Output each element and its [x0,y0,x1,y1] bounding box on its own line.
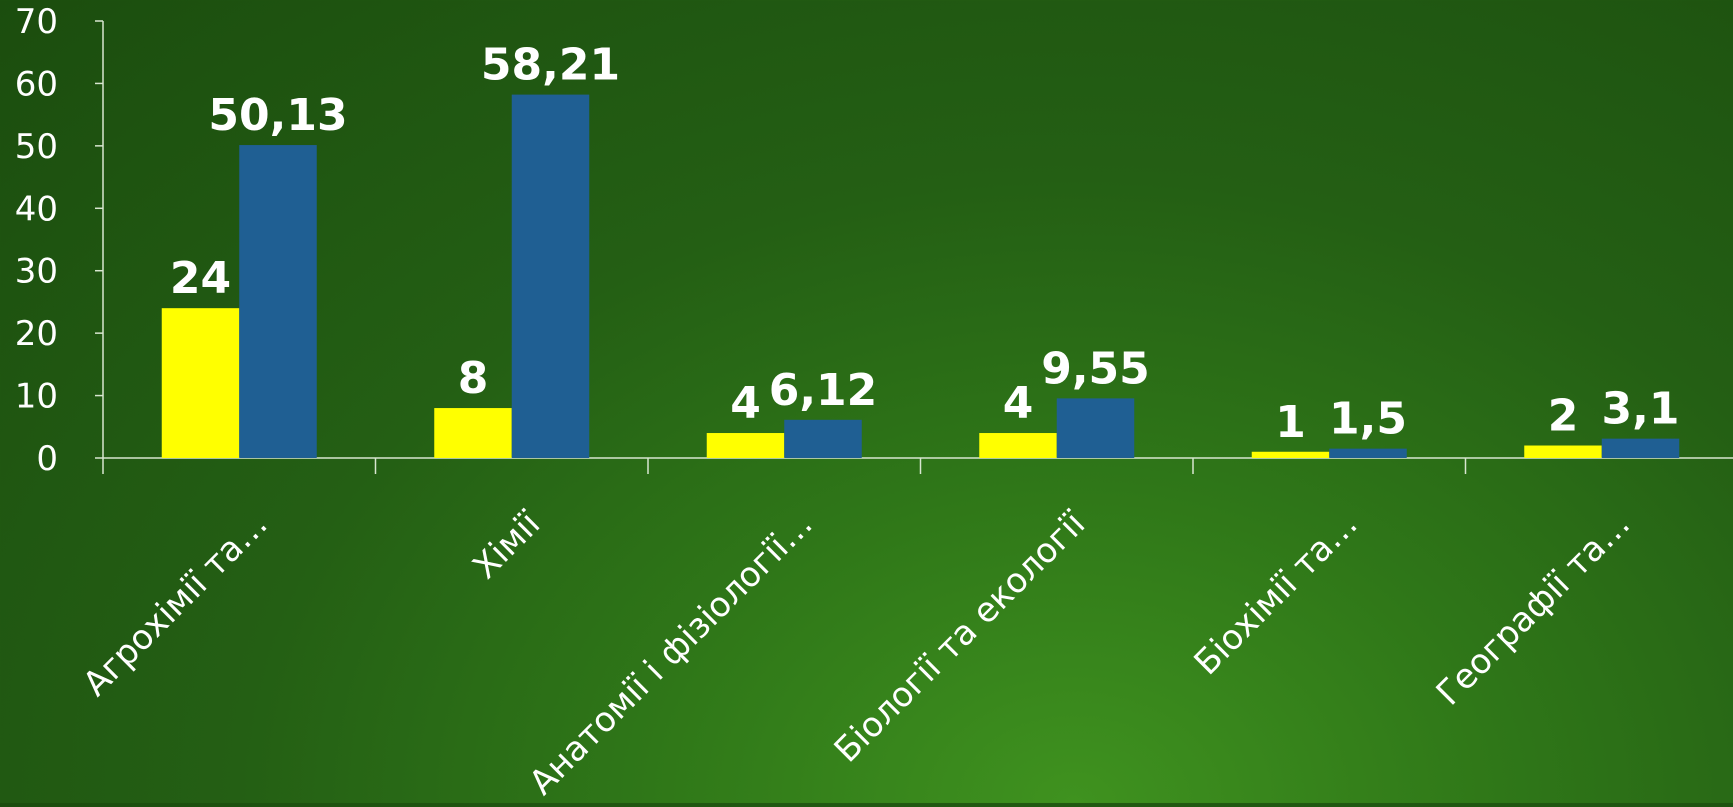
y-tick-label: 50 [15,127,58,167]
bar-series-1 [1524,445,1602,458]
x-category-label: Агрохімії та… [75,504,275,704]
bar-series-1 [1251,451,1330,458]
bar-series-2 [239,145,317,458]
data-label: 8 [458,353,489,404]
x-category-label: Біохімії та… [1187,504,1366,683]
bar-series-2 [511,94,590,459]
y-tick-label: 10 [15,377,58,417]
data-label: 1,5 [1329,394,1407,445]
data-label: 9,55 [1041,343,1150,394]
bar-series-1 [706,433,785,458]
data-label: 6,12 [769,365,878,416]
x-category-label: Анатомії і фізіології… [522,504,821,803]
y-axis: 0 10 20 30 40 50 60 70 [15,2,104,479]
bar-series-1 [434,408,512,458]
bar-series-2 [1601,438,1680,458]
data-label: 58,21 [481,40,620,91]
data-label: 2 [1548,391,1579,442]
y-tick-label: 60 [15,64,58,104]
data-label: 3,1 [1602,384,1680,435]
bars [161,94,1680,459]
data-label: 1 [1275,397,1306,448]
bar-series-2 [1329,448,1407,458]
data-label: 24 [170,253,231,304]
bar-series-1 [161,308,240,458]
data-label: 50,13 [208,90,347,141]
data-label: 4 [730,378,761,429]
y-tick-label: 70 [15,2,58,42]
x-category-label: Біології та екології [827,504,1094,771]
y-tick-label: 0 [36,439,58,479]
bar-series-1 [979,433,1057,458]
bar-series-2 [1056,398,1135,458]
x-category-label: Хімії [465,504,548,587]
bar-series-2 [784,419,862,458]
data-label: 4 [1003,378,1034,429]
x-category-label: Географії та… [1429,504,1638,713]
data-labels: 24 8 4 4 1 2 50,13 58,21 6,12 9,55 1,5 3,1 [170,40,1680,448]
y-tick-label: 30 [15,252,58,292]
y-tick-label: 40 [15,189,58,229]
y-tick-label: 20 [15,314,58,354]
